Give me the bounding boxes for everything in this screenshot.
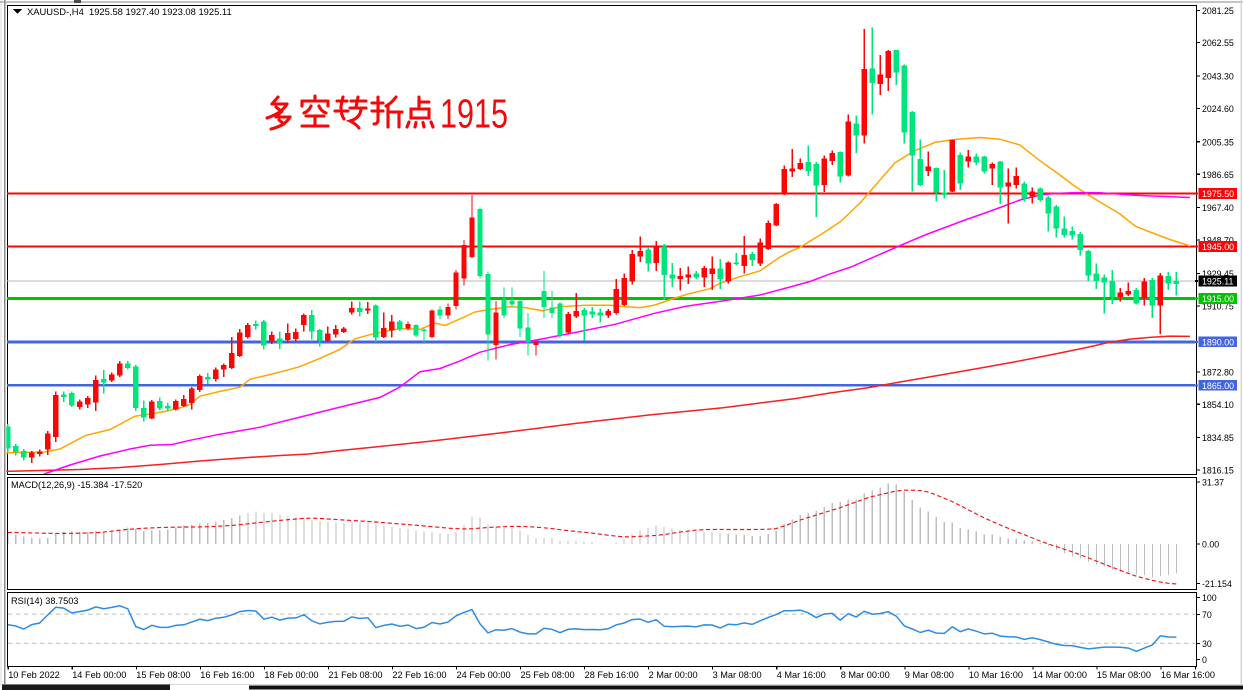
svg-text:14 Mar 00:00: 14 Mar 00:00 [1033, 670, 1087, 680]
svg-text:30: 30 [1202, 639, 1212, 649]
svg-text:70: 70 [1202, 610, 1212, 620]
svg-text:14 Feb 00:00: 14 Feb 00:00 [72, 670, 126, 680]
svg-text:1834.85: 1834.85 [1202, 433, 1234, 443]
svg-text:XAUUSD-,H4 1925.58 1927.40 19: XAUUSD-,H4 1925.58 1927.40 1923.08 1925.… [27, 6, 232, 17]
svg-text:18 Feb 00:00: 18 Feb 00:00 [264, 670, 318, 680]
svg-text:1816.15: 1816.15 [1202, 466, 1234, 476]
svg-text:1975.50: 1975.50 [1202, 189, 1234, 199]
svg-text:28 Feb 16:00: 28 Feb 16:00 [585, 670, 639, 680]
svg-text:-21.154: -21.154 [1202, 579, 1232, 589]
svg-text:2005.35: 2005.35 [1202, 137, 1234, 147]
svg-text:22 Feb 16:00: 22 Feb 16:00 [392, 670, 446, 680]
svg-text:15 Feb 08:00: 15 Feb 08:00 [136, 670, 190, 680]
svg-text:1915.00: 1915.00 [1202, 294, 1234, 304]
svg-text:0.00: 0.00 [1202, 540, 1219, 550]
svg-text:100: 100 [1202, 593, 1217, 603]
svg-text:2081.25: 2081.25 [1202, 6, 1234, 16]
svg-text:25 Feb 08:00: 25 Feb 08:00 [521, 670, 575, 680]
svg-text:31.37: 31.37 [1202, 478, 1224, 488]
svg-text:1945.00: 1945.00 [1202, 242, 1234, 252]
svg-text:1929.45: 1929.45 [1202, 269, 1234, 279]
svg-text:1967.40: 1967.40 [1202, 203, 1234, 213]
svg-text:9 Mar 08:00: 9 Mar 08:00 [905, 670, 954, 680]
svg-text:1986.65: 1986.65 [1202, 170, 1234, 180]
svg-text:16 Mar 16:00: 16 Mar 16:00 [1161, 670, 1215, 680]
svg-text:1925.11: 1925.11 [1202, 277, 1233, 287]
svg-text:21 Feb 08:00: 21 Feb 08:00 [328, 670, 382, 680]
svg-text:10 Feb 2022: 10 Feb 2022 [8, 670, 60, 680]
svg-text:2 Mar 00:00: 2 Mar 00:00 [649, 670, 698, 680]
svg-text:1890.00: 1890.00 [1202, 338, 1234, 348]
svg-text:15 Mar 08:00: 15 Mar 08:00 [1097, 670, 1151, 680]
svg-text:10 Mar 16:00: 10 Mar 16:00 [969, 670, 1023, 680]
svg-text:3 Mar 08:00: 3 Mar 08:00 [713, 670, 762, 680]
svg-text:1854.10: 1854.10 [1202, 400, 1234, 410]
svg-text:1948.70: 1948.70 [1202, 236, 1234, 246]
svg-text:1865.00: 1865.00 [1202, 381, 1234, 391]
svg-text:1910.75: 1910.75 [1202, 302, 1234, 312]
svg-text:24 Feb 00:00: 24 Feb 00:00 [457, 670, 511, 680]
svg-text:1915: 1915 [440, 91, 508, 137]
svg-text:4 Mar 16:00: 4 Mar 16:00 [777, 670, 826, 680]
svg-text:MACD(12,26,9) -15.384 -17.520: MACD(12,26,9) -15.384 -17.520 [11, 480, 142, 490]
svg-text:2024.60: 2024.60 [1202, 104, 1234, 114]
svg-text:RSI(14) 38.7503: RSI(14) 38.7503 [11, 596, 78, 606]
svg-text:2043.30: 2043.30 [1202, 72, 1234, 82]
svg-text:1872.80: 1872.80 [1202, 367, 1234, 377]
svg-text:2062.55: 2062.55 [1202, 38, 1234, 48]
svg-text:0: 0 [1202, 655, 1207, 665]
svg-text:16 Feb 16:00: 16 Feb 16:00 [200, 670, 254, 680]
svg-text:8 Mar 00:00: 8 Mar 00:00 [841, 670, 890, 680]
